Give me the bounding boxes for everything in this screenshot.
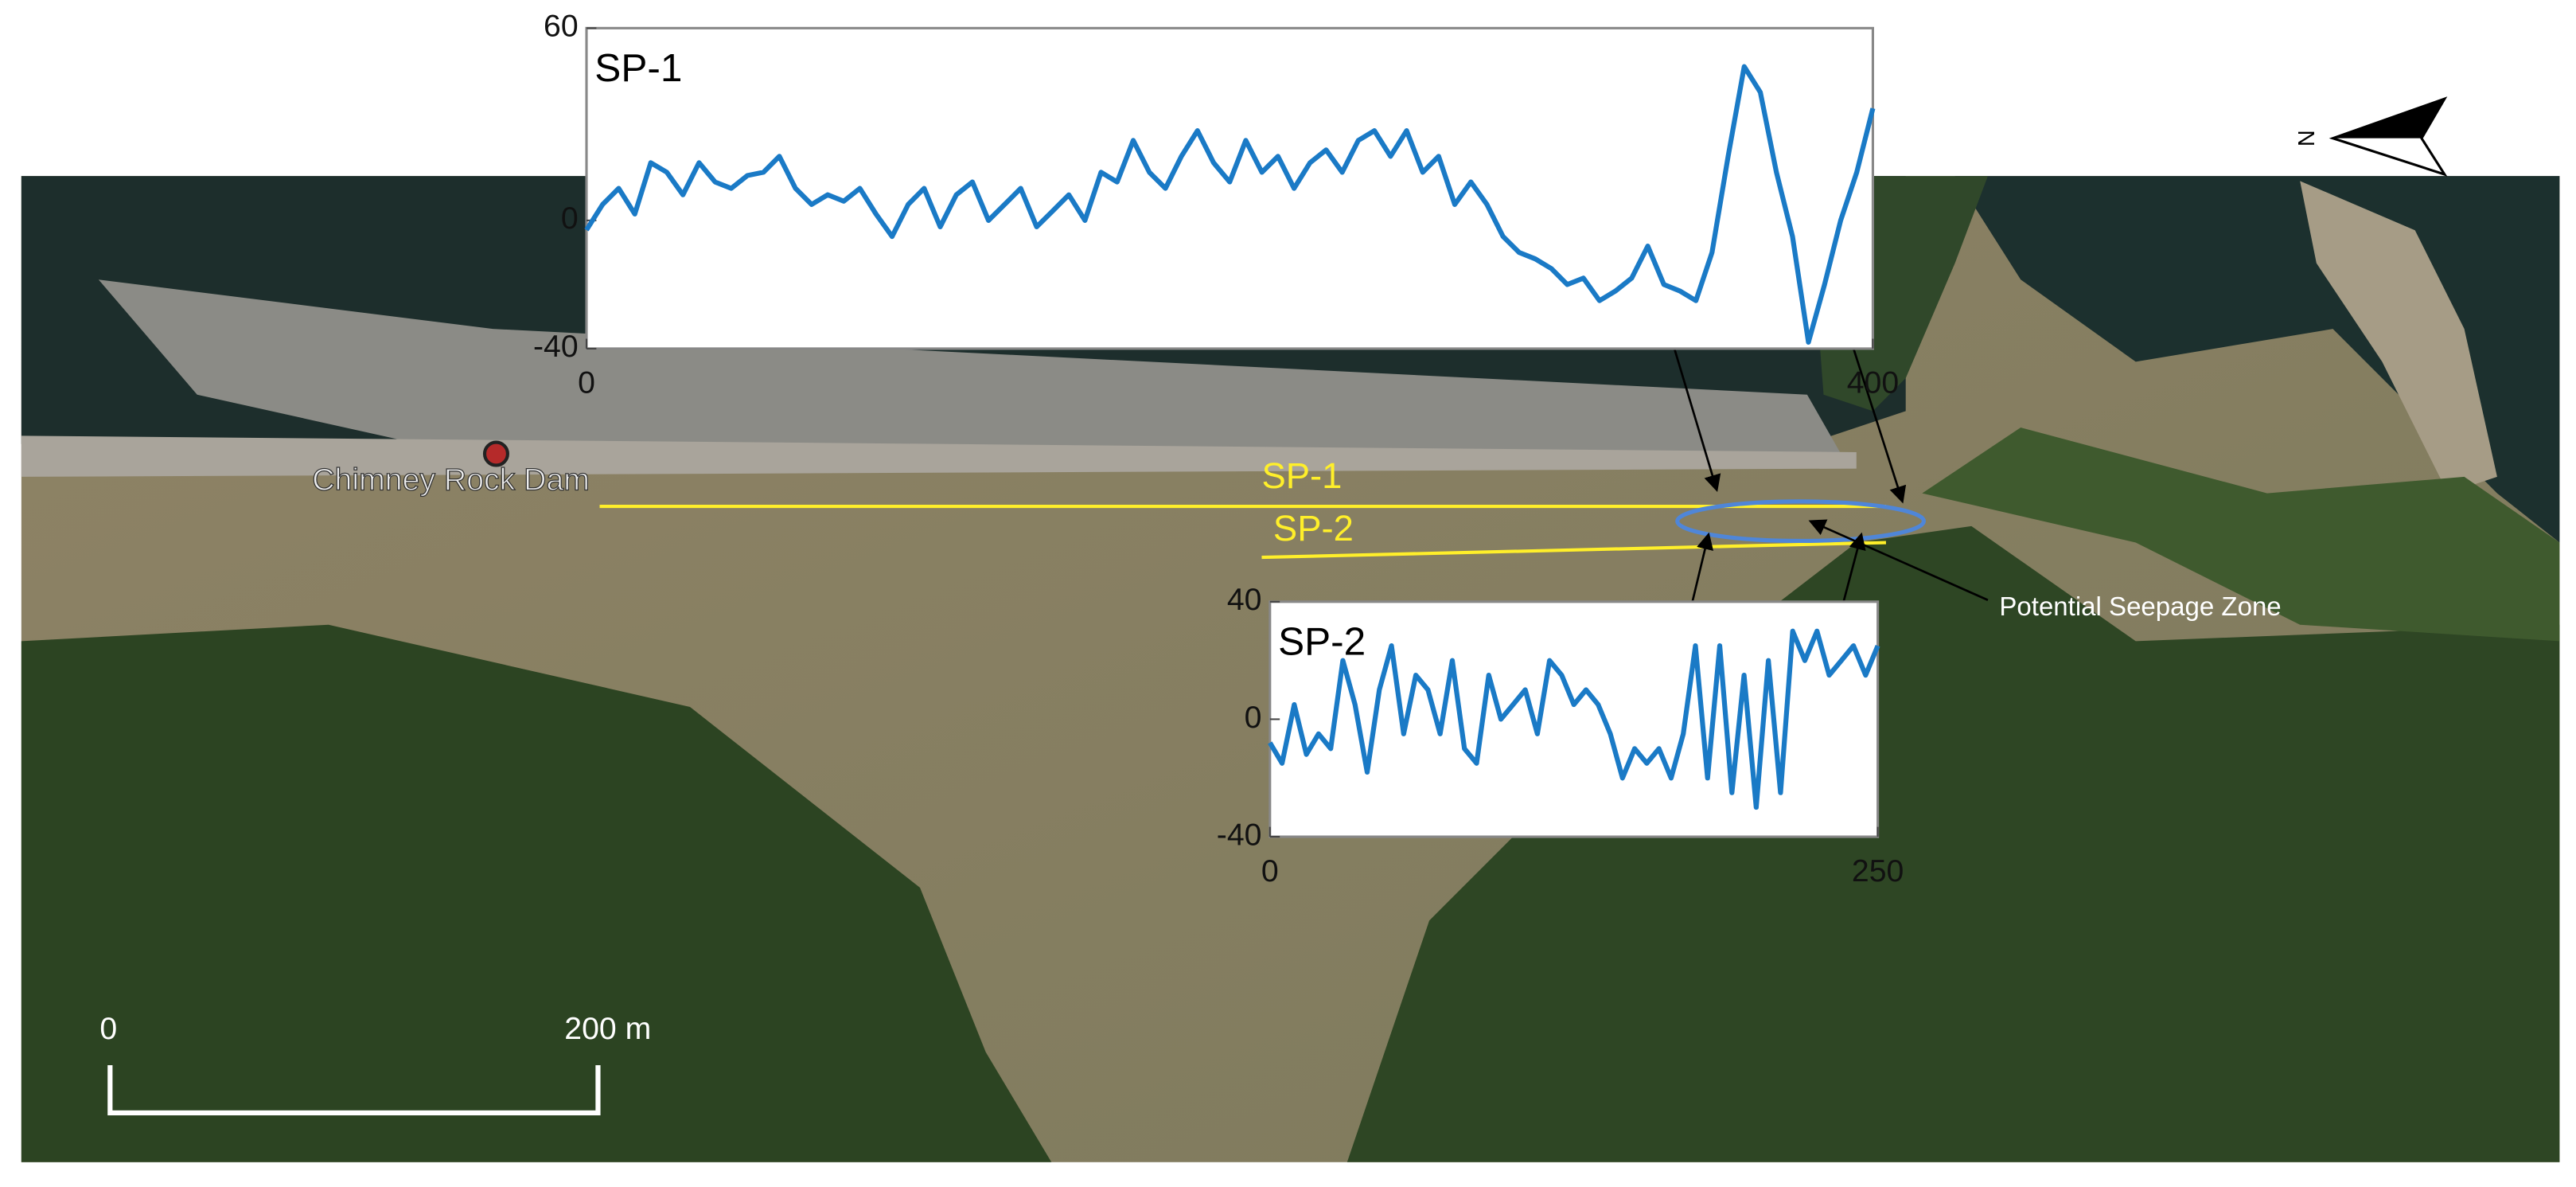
y-tick-label: 60 xyxy=(544,9,579,44)
scale-label: 200 m xyxy=(564,1011,651,1046)
x-tick-label: 0 xyxy=(578,365,595,400)
data-line xyxy=(1268,628,1880,810)
y-tick-label: 0 xyxy=(1245,700,1262,735)
seepage-zone xyxy=(1675,499,1927,544)
dam-marker xyxy=(482,440,509,467)
x-tick-label: 0 xyxy=(1261,853,1279,888)
profile-label: SP-1 xyxy=(1261,455,1342,496)
chart-title: SP-1 xyxy=(594,46,682,90)
x-tick-label: 400 xyxy=(1847,365,1899,400)
north-arrow xyxy=(2329,96,2448,177)
scale-label: 0 xyxy=(99,1011,117,1046)
dam-label: Chimney Rock Dam xyxy=(312,462,590,497)
chart-title: SP-2 xyxy=(1278,620,1366,664)
scale-bar xyxy=(107,1064,601,1115)
profile-label: SP-2 xyxy=(1273,508,1354,549)
profile-line xyxy=(1261,541,1886,560)
x-tick-label: 250 xyxy=(1852,853,1904,888)
data-line xyxy=(584,64,1876,345)
y-tick-label: 0 xyxy=(561,201,579,236)
y-tick-label: -40 xyxy=(533,329,579,364)
north-label: N xyxy=(2294,130,2320,146)
chart-panel xyxy=(585,26,1874,350)
y-tick-label: -40 xyxy=(1217,817,1262,852)
chart-panel xyxy=(1269,600,1880,838)
annotation: Potential Seepage Zone xyxy=(1999,592,2281,621)
y-tick-label: 40 xyxy=(1227,582,1262,617)
